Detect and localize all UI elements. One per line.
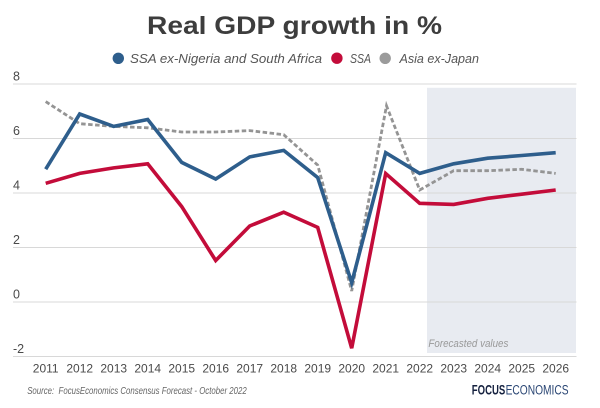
svg-text:SSA: SSA — [350, 51, 371, 66]
svg-text:2013: 2013 — [100, 361, 127, 375]
svg-text:2023: 2023 — [440, 361, 467, 375]
svg-text:2012: 2012 — [66, 361, 93, 375]
svg-text:8: 8 — [13, 70, 20, 84]
svg-text:-2: -2 — [13, 342, 24, 356]
svg-text:Real GDP growth in %: Real GDP growth in % — [147, 12, 442, 40]
svg-text:Source: FocusEconomics Consen: Source: FocusEconomics Consensus Forecas… — [27, 386, 247, 397]
svg-text:0: 0 — [13, 288, 20, 302]
svg-text:6: 6 — [13, 124, 20, 138]
svg-text:2020: 2020 — [338, 361, 365, 375]
svg-text:Asia ex-Japan: Asia ex-Japan — [399, 51, 479, 66]
svg-text:2026: 2026 — [542, 361, 569, 375]
svg-text:2: 2 — [13, 233, 20, 247]
svg-text:2017: 2017 — [236, 361, 263, 375]
svg-text:2016: 2016 — [202, 361, 229, 375]
svg-text:4: 4 — [13, 179, 20, 193]
svg-text:2018: 2018 — [270, 361, 297, 375]
svg-text:SSA ex-Nigeria and South Afric: SSA ex-Nigeria and South Africa — [130, 51, 322, 66]
svg-text:2011: 2011 — [33, 361, 59, 375]
svg-text:Forecasted values: Forecasted values — [428, 338, 508, 350]
svg-text:2024: 2024 — [474, 361, 501, 375]
svg-text:2025: 2025 — [508, 361, 535, 375]
svg-text:FOCUS: FOCUS — [472, 383, 506, 398]
svg-text:ECONOMICS: ECONOMICS — [506, 383, 569, 398]
svg-text:2021: 2021 — [372, 361, 399, 375]
svg-text:2014: 2014 — [134, 361, 161, 375]
svg-text:2019: 2019 — [304, 361, 331, 375]
svg-text:2015: 2015 — [168, 361, 195, 375]
svg-text:2022: 2022 — [406, 361, 433, 375]
